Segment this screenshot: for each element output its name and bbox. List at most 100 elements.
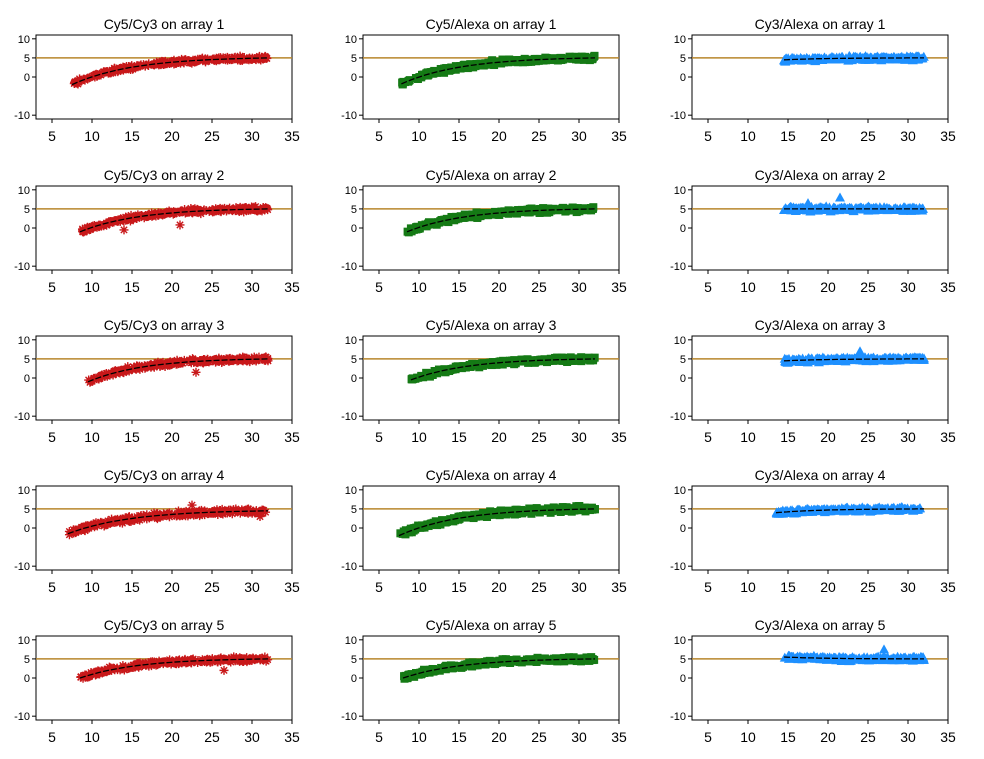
point-triangle (889, 355, 900, 365)
x-tick-label: 10 (740, 429, 756, 445)
point-square (445, 367, 454, 376)
x-tick-label: 25 (860, 429, 876, 445)
point-asterisk (251, 506, 261, 516)
x-tick-label: 25 (860, 579, 876, 595)
point-square (460, 213, 469, 222)
point-triangle (911, 203, 922, 213)
chart-panel: Cy5/Alexa on array 1 10 5 0 -10 5 10 15 20 25 30 35 (341, 16, 627, 144)
point-square (554, 657, 563, 666)
point-square (446, 65, 455, 74)
point-square (413, 222, 422, 231)
chart-title: Cy5/Alexa on array 4 (426, 467, 557, 483)
plot-frame (691, 485, 949, 571)
point-asterisk (175, 207, 185, 217)
point-asterisk (257, 508, 267, 518)
point-asterisk (236, 507, 246, 517)
point-asterisk (219, 665, 229, 675)
y-tick-label: 10 (674, 485, 686, 497)
plot-frame (362, 335, 620, 421)
point-asterisk (134, 662, 144, 672)
point-triangle (818, 654, 829, 664)
point-square (517, 505, 526, 514)
fit-line (783, 656, 924, 660)
point-triangle (897, 54, 908, 64)
chart-panel: Cy5/Cy3 on array 1 10 5 0 -10 5 10 15 20 25 30 35 (14, 16, 300, 144)
x-tick-label: 25 (860, 729, 876, 745)
point-asterisk (160, 657, 170, 667)
point-triangle (861, 356, 872, 366)
point-square (435, 666, 444, 675)
chart-title: Cy5/Cy3 on array 1 (104, 16, 225, 32)
x-tick-label: 5 (48, 279, 56, 295)
chart-panel: Cy3/Alexa on array 2 10 5 0 -10 5 10 15 20 25 30 35 (670, 167, 956, 295)
x-tick-label: 30 (244, 128, 260, 144)
point-square (532, 655, 541, 664)
point-asterisk (211, 356, 221, 366)
point-asterisk (203, 356, 213, 366)
x-tick-label: 35 (284, 729, 300, 745)
point-square (569, 653, 578, 662)
point-asterisk (165, 509, 175, 519)
point-square (450, 516, 459, 525)
point-asterisk (248, 654, 258, 664)
point-triangle (826, 53, 837, 63)
y-tick-label: 0 (24, 373, 30, 385)
x-tick-label: 15 (124, 579, 140, 595)
point-triangle (855, 346, 865, 356)
point-triangle (835, 192, 845, 202)
point-square (423, 520, 432, 529)
point-asterisk (109, 663, 119, 673)
point-asterisk (169, 207, 179, 217)
y-tick-label: 5 (24, 204, 30, 216)
point-square (527, 57, 536, 66)
point-square (569, 54, 578, 63)
point-asterisk (110, 366, 120, 376)
point-triangle (811, 203, 822, 213)
point-square (469, 514, 478, 523)
y-tick-label: 10 (674, 635, 686, 647)
point-asterisk (132, 513, 142, 523)
point-square (527, 509, 536, 518)
y-tick-label: 5 (680, 354, 686, 366)
x-tick-label: 30 (571, 579, 587, 595)
x-tick-label: 10 (84, 729, 100, 745)
point-square (569, 506, 578, 515)
x-tick-label: 35 (284, 279, 300, 295)
plot-frame (362, 34, 620, 120)
chart-title: Cy3/Alexa on array 4 (755, 467, 886, 483)
x-tick-label: 35 (940, 729, 956, 745)
point-asterisk (255, 354, 265, 364)
y-tick-label: -10 (670, 711, 686, 723)
point-asterisk (254, 205, 264, 215)
point-asterisk (184, 509, 194, 519)
chart-panel: Cy3/Alexa on array 5 10 5 0 -10 5 10 15 20 25 30 35 (670, 617, 956, 745)
point-asterisk (191, 367, 201, 377)
point-triangle (851, 203, 862, 213)
point-square (571, 355, 580, 364)
point-asterisk (232, 54, 242, 64)
x-tick-label: 35 (611, 429, 627, 445)
point-asterisk (175, 357, 185, 367)
point-asterisk (196, 505, 206, 515)
point-triangle (829, 354, 840, 364)
point-square (548, 54, 557, 63)
point-asterisk (129, 661, 139, 671)
x-tick-label: 20 (820, 429, 836, 445)
x-tick-label: 5 (375, 128, 383, 144)
point-asterisk (158, 357, 168, 367)
y-tick-label: 0 (351, 72, 357, 84)
point-square (441, 518, 450, 527)
point-asterisk (254, 54, 264, 64)
point-square (537, 655, 546, 664)
chart-title: Cy5/Cy3 on array 3 (104, 317, 225, 333)
x-tick-label: 15 (451, 429, 467, 445)
y-tick-label: 5 (24, 354, 30, 366)
x-tick-label: 5 (704, 729, 712, 745)
chart-title: Cy5/Cy3 on array 2 (104, 167, 225, 183)
point-asterisk (187, 655, 197, 665)
point-asterisk (175, 220, 185, 230)
point-asterisk (235, 202, 245, 212)
y-tick-label: 10 (18, 34, 30, 46)
chart-title: Cy5/Alexa on array 1 (426, 16, 557, 32)
